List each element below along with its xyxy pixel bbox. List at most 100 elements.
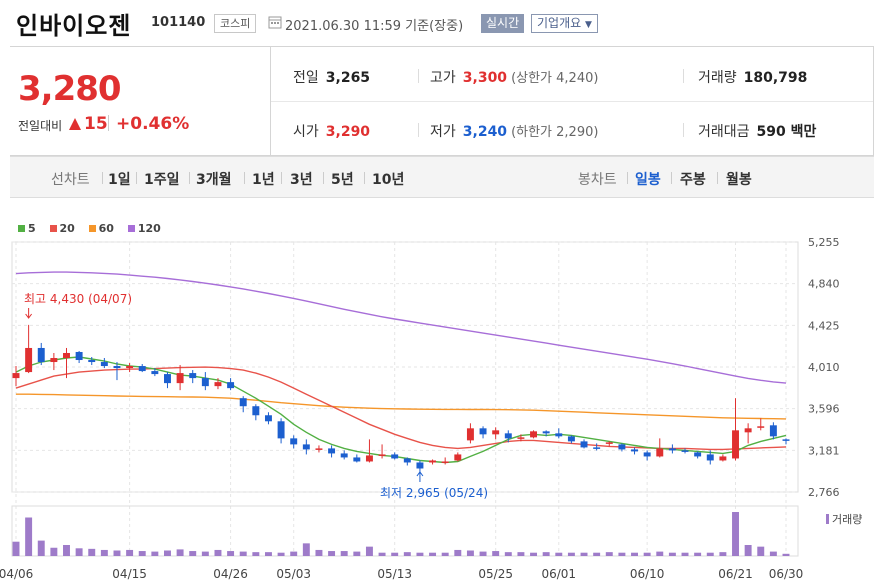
volume-bar [37, 540, 45, 556]
candle-body [403, 458, 411, 463]
period-3y[interactable]: 3년 [290, 172, 313, 188]
legend-ma60: 60 [88, 222, 114, 235]
candle-body [668, 448, 676, 451]
candle-body [492, 430, 500, 435]
stock-name: 인바이오젠 [16, 12, 132, 40]
divider [418, 69, 419, 83]
divider [683, 123, 684, 137]
divider [418, 123, 419, 137]
candle-weekly[interactable]: 주봉 [680, 172, 706, 188]
candle-body [353, 457, 361, 462]
volume-bar [706, 552, 714, 556]
x-tick-label: 06/10 [630, 567, 665, 581]
period-1y[interactable]: 1년 [252, 172, 275, 188]
high: 고가 3,300 (상한가 4,240) [430, 67, 598, 87]
low: 저가 3,240 (하한가 2,290) [430, 121, 598, 141]
divider [281, 172, 282, 184]
volume-bar [378, 552, 386, 556]
ma120-line [15, 271, 787, 384]
legend-label: 60 [98, 222, 114, 235]
candle-body [504, 433, 512, 439]
candle-body [239, 398, 247, 407]
change-label: 전일대비 [18, 119, 63, 133]
high-label: 고가 [430, 70, 456, 86]
candle-body [593, 447, 601, 449]
legend-swatch [18, 225, 25, 232]
header: 인바이오젠 101140 코스피 2021.06.30 11:59 기준(장중)… [0, 0, 874, 44]
candle-body [580, 441, 588, 448]
candle-body [719, 456, 727, 461]
divider [102, 172, 103, 184]
volume-bar [126, 549, 134, 556]
period-3m[interactable]: 3개월 [196, 172, 232, 188]
volume-bar [542, 552, 550, 556]
open: 시가 3,290 [293, 121, 370, 141]
candle-body [694, 452, 702, 457]
divider [323, 172, 324, 184]
divider [244, 172, 245, 184]
candle-body [151, 371, 159, 375]
volume-bar [631, 552, 638, 556]
volume-bar [517, 552, 525, 556]
period-10y[interactable]: 10년 [372, 172, 405, 188]
candle-body [264, 415, 272, 422]
candle-monthly[interactable]: 월봉 [726, 172, 752, 188]
candle-body [25, 347, 33, 373]
candle-body [100, 362, 108, 367]
x-tick-label: 06/30 [769, 567, 804, 581]
candle-body [744, 428, 752, 433]
candle-body [340, 453, 348, 458]
volume-bar [643, 552, 651, 556]
volume-bar [694, 552, 702, 556]
volume-bar [25, 517, 33, 556]
candle-daily[interactable]: 일봉 [635, 172, 661, 188]
open-value: 3,290 [325, 124, 371, 140]
legend-label: 120 [137, 222, 161, 235]
volume-bar [365, 546, 373, 556]
x-tick-label: 04/15 [112, 567, 147, 581]
candle-body [63, 352, 70, 359]
candle-body [416, 462, 424, 469]
candle-body [290, 438, 298, 445]
candle-body [252, 406, 260, 416]
candle-body [631, 449, 638, 452]
legend-swatch [49, 225, 57, 232]
candle-body [12, 373, 20, 379]
legend-swatch [127, 225, 135, 232]
volume-label: 거래량 [698, 70, 737, 86]
volume-value: 180,798 [743, 70, 808, 86]
volume-bar [189, 551, 197, 556]
period-1w[interactable]: 1주일 [144, 172, 180, 188]
volume-bar [429, 552, 437, 556]
y-tick-label: 3,181 [808, 444, 840, 457]
period-1d[interactable]: 1일 [108, 172, 131, 188]
candle-body [365, 455, 373, 462]
company-overview-button[interactable]: 기업개요 ▼ [531, 14, 598, 33]
candle-body [113, 366, 121, 369]
candle-body [391, 454, 399, 459]
volume-bar [416, 552, 424, 556]
volume-bar [732, 512, 739, 556]
period-5y[interactable]: 5년 [331, 172, 354, 188]
volume-bar [252, 552, 260, 556]
divider [683, 69, 684, 83]
company-overview-label: 기업개요 [537, 16, 582, 30]
volume-bar [403, 552, 411, 556]
volume-bar [277, 552, 285, 556]
volume-bar [201, 551, 209, 556]
divider [671, 172, 672, 184]
up-triangle-icon [69, 118, 81, 130]
realtime-button[interactable]: 실시간 [481, 14, 525, 33]
divider [717, 172, 718, 184]
candle-body [605, 442, 613, 444]
divider [136, 172, 137, 184]
volume-bar [492, 551, 500, 556]
candle-body [479, 428, 487, 435]
volume-bar [530, 552, 538, 556]
candle-body [328, 448, 336, 454]
volume-bar [567, 552, 575, 556]
volume-bar [315, 549, 323, 556]
volume-bar [340, 551, 348, 556]
open-label: 시가 [293, 124, 319, 140]
divider [189, 172, 190, 184]
